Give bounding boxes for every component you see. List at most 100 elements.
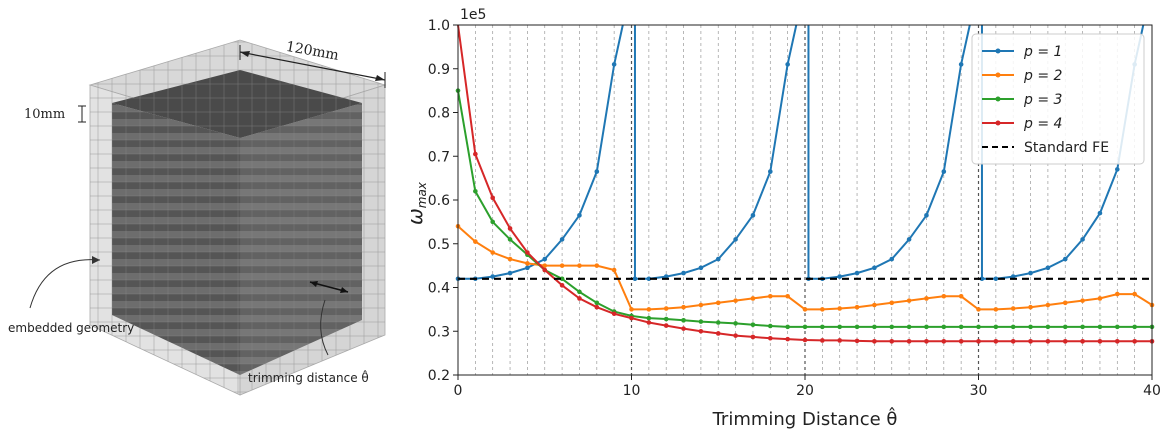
data-point [993,324,999,330]
data-point [941,324,947,330]
data-point [889,256,895,262]
series-2 [455,88,1155,330]
data-point [490,250,495,255]
y-tick-label: 0.5 [428,237,450,253]
data-point [750,322,756,327]
y-tick-label: 0.2 [428,368,450,384]
data-point [594,263,600,268]
data-point [1045,302,1051,308]
y-axis-label: ωmax [403,181,429,225]
legend-entry: p = 1 [1023,44,1062,60]
data-point [507,256,513,262]
data-point [559,263,565,268]
data-point [594,304,600,310]
data-point [577,263,582,268]
y-tick-label: 1.0 [428,18,450,34]
data-point [785,336,790,342]
data-point [750,213,756,218]
data-point [559,276,565,282]
data-point [889,339,895,344]
data-point [542,256,548,262]
data-point [525,261,530,266]
data-point [1115,167,1120,172]
data-point [733,321,738,326]
embedded-geometry-arrow [29,259,101,309]
data-point [1062,300,1068,306]
data-point [1080,324,1085,330]
data-point [715,300,721,306]
data-point [1010,306,1016,311]
data-point [906,298,912,303]
data-point [785,293,790,299]
data-point [889,300,895,306]
data-point [663,306,669,311]
data-point [733,237,738,242]
data-point [958,62,964,67]
data-point [577,213,582,218]
data-point [473,239,478,244]
data-point [906,237,912,242]
data-point [1080,339,1085,344]
data-point [1115,324,1120,330]
data-point [1097,339,1103,344]
data-point [611,311,617,317]
legend-marker [995,72,1001,78]
data-point [1132,324,1137,330]
data-point [941,339,947,344]
dimension-10mm: 10mm [24,105,86,123]
x-axis-label: Trimming Distance θ̂ [712,407,898,430]
data-point [820,338,825,343]
data-point [854,324,860,330]
data-point [820,324,825,330]
data-point [837,338,842,343]
y-tick-label: 0.4 [428,281,450,297]
data-point [646,315,652,321]
data-point [1115,339,1120,344]
legend-entry: p = 4 [1023,116,1062,132]
data-point [594,300,600,306]
series-0 [455,24,1145,282]
data-point [993,276,999,282]
data-point [768,169,773,174]
omega-max-chart: 0 10 20 30 40 0.2 0.3 0.4 0.5 0.6 0.7 0.8 0.9 1.0 1e5… [403,7,1161,430]
data-point [525,265,530,271]
data-point [1097,210,1103,216]
data-point [490,274,495,279]
data-point [698,302,704,308]
y-tick-label: 0.6 [428,193,450,209]
y-tick-label: 0.7 [428,149,450,165]
data-point [681,304,686,310]
data-point [559,237,565,242]
data-point [525,250,530,255]
data-point [750,296,756,301]
data-point [715,331,721,336]
data-point [941,169,947,174]
data-point [1132,339,1137,344]
data-point [993,307,999,312]
data-point [924,296,929,301]
data-point [1010,324,1016,330]
data-point [1045,265,1051,271]
data-point [1045,339,1051,344]
data-point [559,283,565,288]
data-point [750,334,756,340]
data-point [473,151,478,157]
data-point [1132,291,1137,297]
data-point [629,307,634,312]
data-point [1028,304,1033,310]
data-point [906,324,912,330]
data-point [906,339,912,344]
data-point [1080,298,1085,303]
data-point [872,265,877,271]
data-point [924,339,929,344]
data-point [663,316,669,322]
data-point [802,337,808,343]
data-point [1010,339,1016,344]
data-point [577,296,582,301]
series-3 [457,24,1155,344]
series-layer [455,24,1155,344]
data-point [837,306,842,311]
data-point [1115,291,1120,297]
data-point [976,307,981,312]
data-point [854,270,860,276]
